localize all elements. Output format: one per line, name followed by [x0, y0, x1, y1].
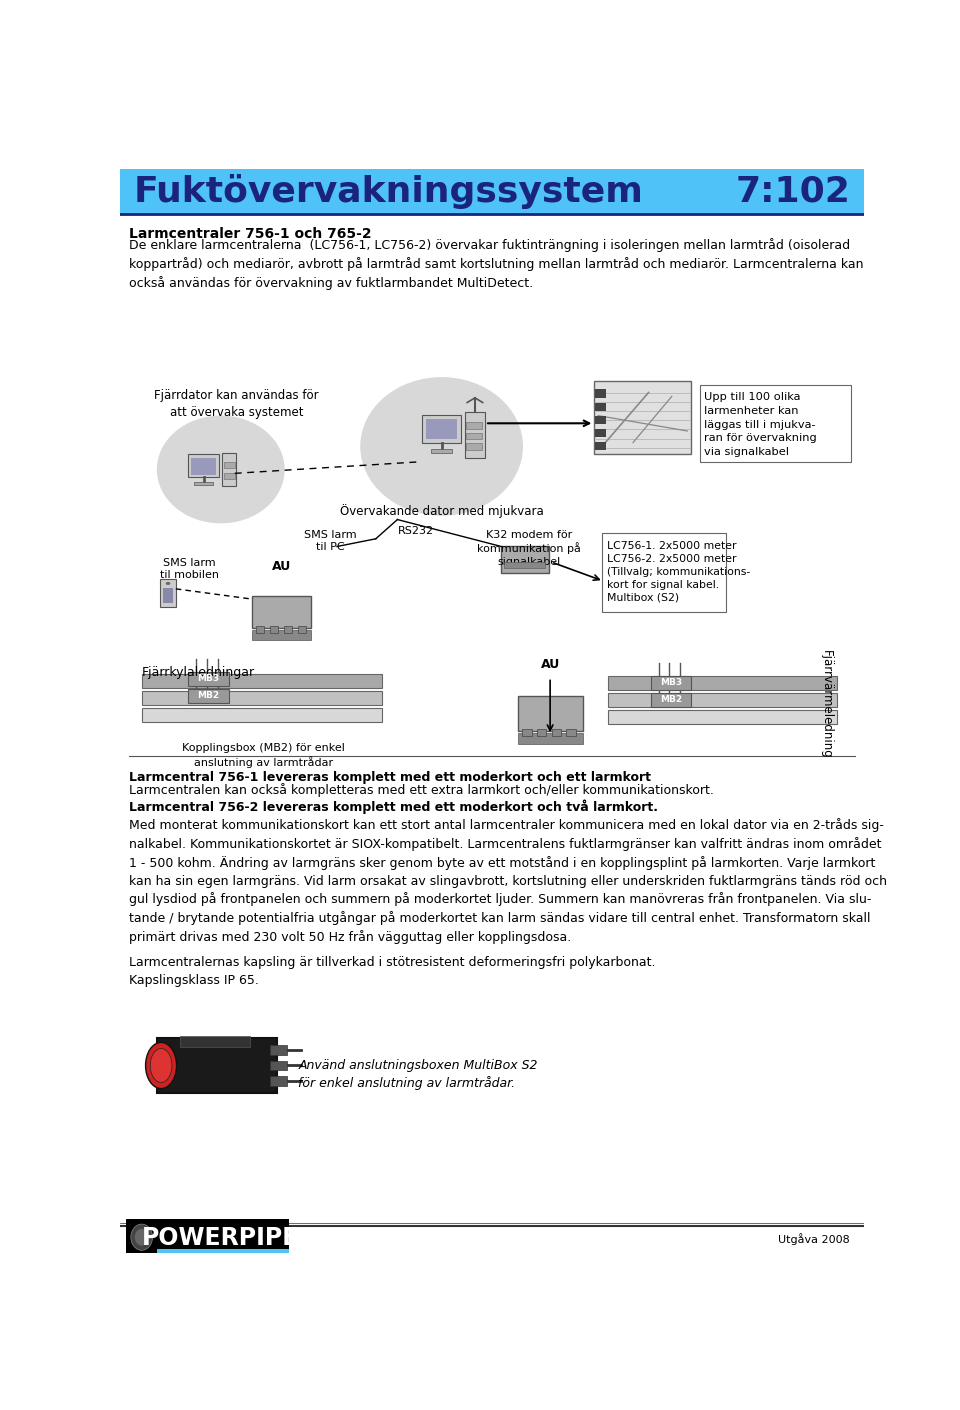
- Bar: [188, 673, 228, 685]
- Text: Övervakande dator med mjukvara: Övervakande dator med mjukvara: [340, 505, 543, 517]
- Bar: [270, 1045, 287, 1055]
- Text: AU: AU: [540, 658, 560, 671]
- Bar: [609, 692, 837, 706]
- Bar: [188, 454, 219, 477]
- Text: AU: AU: [272, 560, 291, 572]
- Bar: [284, 626, 292, 633]
- Bar: [157, 1249, 289, 1253]
- Text: Larmcentral 756-2 levereras komplett med ett moderkort och två larmkort.: Larmcentral 756-2 levereras komplett med…: [130, 799, 659, 814]
- Bar: [191, 458, 216, 475]
- Bar: [595, 441, 606, 450]
- Ellipse shape: [150, 1049, 172, 1083]
- Bar: [651, 692, 691, 706]
- Text: Larmcentralen kan också kompletteras med ett extra larmkort och/eller kommunikat: Larmcentralen kan också kompletteras med…: [130, 783, 714, 797]
- Bar: [270, 1060, 287, 1070]
- Bar: [517, 697, 583, 732]
- Bar: [467, 433, 482, 440]
- Bar: [504, 563, 544, 568]
- Bar: [700, 385, 851, 462]
- Bar: [252, 596, 311, 627]
- Bar: [162, 588, 174, 603]
- Bar: [180, 1036, 251, 1048]
- Text: MB3: MB3: [198, 674, 220, 684]
- Bar: [252, 630, 311, 640]
- Text: MB3: MB3: [660, 678, 683, 687]
- Bar: [142, 691, 382, 705]
- Bar: [595, 416, 606, 424]
- Bar: [537, 729, 546, 736]
- Text: POWERPIPE: POWERPIPE: [142, 1225, 300, 1249]
- Bar: [271, 626, 278, 633]
- Text: 7:102: 7:102: [735, 175, 850, 209]
- Bar: [501, 546, 549, 574]
- Text: LC756-1. 2x5000 meter
LC756-2. 2x5000 meter
(Tillvalg; kommunikations-
kort for : LC756-1. 2x5000 meter LC756-2. 2x5000 me…: [607, 541, 750, 602]
- Text: Larmcentral 756-1 levereras komplett med ett moderkort och ett larmkort: Larmcentral 756-1 levereras komplett med…: [130, 771, 651, 784]
- Bar: [120, 169, 864, 214]
- Text: Fjärrkylaledningar: Fjärrkylaledningar: [142, 666, 254, 678]
- Bar: [188, 689, 228, 702]
- Bar: [160, 580, 176, 606]
- Text: Larmcentraler 756-1 och 765-2: Larmcentraler 756-1 och 765-2: [130, 227, 372, 241]
- Bar: [157, 1038, 277, 1093]
- Text: Fjärrdator kan användas för
att övervaka systemet: Fjärrdator kan användas för att övervaka…: [154, 389, 319, 419]
- Bar: [426, 419, 457, 440]
- Ellipse shape: [131, 1224, 153, 1251]
- Ellipse shape: [146, 1042, 177, 1089]
- Bar: [142, 674, 382, 688]
- Bar: [431, 448, 452, 453]
- Bar: [142, 708, 382, 722]
- Bar: [651, 675, 691, 689]
- Bar: [609, 709, 837, 723]
- Text: MB2: MB2: [198, 691, 220, 701]
- Text: SMS larm
til PC: SMS larm til PC: [304, 530, 357, 551]
- Bar: [595, 402, 606, 410]
- Bar: [299, 626, 306, 633]
- Bar: [194, 482, 213, 485]
- Bar: [467, 443, 482, 450]
- Text: RS232: RS232: [397, 526, 434, 536]
- Bar: [517, 733, 583, 743]
- Ellipse shape: [166, 582, 170, 585]
- Bar: [595, 429, 606, 437]
- Ellipse shape: [360, 376, 523, 516]
- Text: Fjärrvärmeledning: Fjärrvärmeledning: [820, 650, 833, 759]
- Bar: [126, 1220, 289, 1253]
- Text: K32 modem för
kommunikation på
signalkabel: K32 modem för kommunikation på signalkab…: [477, 530, 581, 567]
- Bar: [465, 412, 485, 458]
- Bar: [223, 453, 236, 486]
- Bar: [552, 729, 561, 736]
- Bar: [256, 626, 264, 633]
- Bar: [595, 389, 606, 398]
- Text: Larmcentralernas kapsling är tillverkad i stötresistent deformeringsfri polykarb: Larmcentralernas kapsling är tillverkad …: [130, 956, 656, 987]
- Bar: [224, 462, 234, 468]
- Bar: [270, 1076, 287, 1086]
- Text: SMS larm
til mobilen: SMS larm til mobilen: [160, 558, 219, 581]
- Text: Fuktövervakningssystem: Fuktövervakningssystem: [134, 173, 644, 209]
- Bar: [602, 533, 726, 612]
- Bar: [467, 422, 482, 429]
- Text: Kopplingsbox (MB2) för enkel
anslutning av larmtrådar: Kopplingsbox (MB2) för enkel anslutning …: [182, 743, 345, 767]
- Text: Använd anslutningsboxen MultiBox S2
för enkel anslutning av larmtrådar.: Använd anslutningsboxen MultiBox S2 för …: [299, 1059, 538, 1090]
- Text: De enklare larmcentralerna  (LC756-1, LC756-2) övervakar fuktinträngning i isole: De enklare larmcentralerna (LC756-1, LC7…: [130, 238, 864, 290]
- Bar: [609, 675, 837, 689]
- Bar: [522, 729, 532, 736]
- Ellipse shape: [156, 416, 285, 523]
- Bar: [422, 415, 461, 443]
- Text: Utgåva 2008: Utgåva 2008: [779, 1234, 850, 1245]
- Bar: [224, 472, 234, 479]
- Bar: [566, 729, 576, 736]
- Text: MB2: MB2: [660, 695, 683, 704]
- Ellipse shape: [134, 1228, 149, 1245]
- Bar: [594, 381, 691, 454]
- Text: Med monterat kommunikationskort kan ett stort antal larmcentraler kommunicera me: Med monterat kommunikationskort kan ett …: [130, 818, 887, 945]
- Text: Upp till 100 olika
larmenheter kan
läggas till i mjukva-
ran för övervakning
via: Upp till 100 olika larmenheter kan lägga…: [705, 392, 817, 457]
